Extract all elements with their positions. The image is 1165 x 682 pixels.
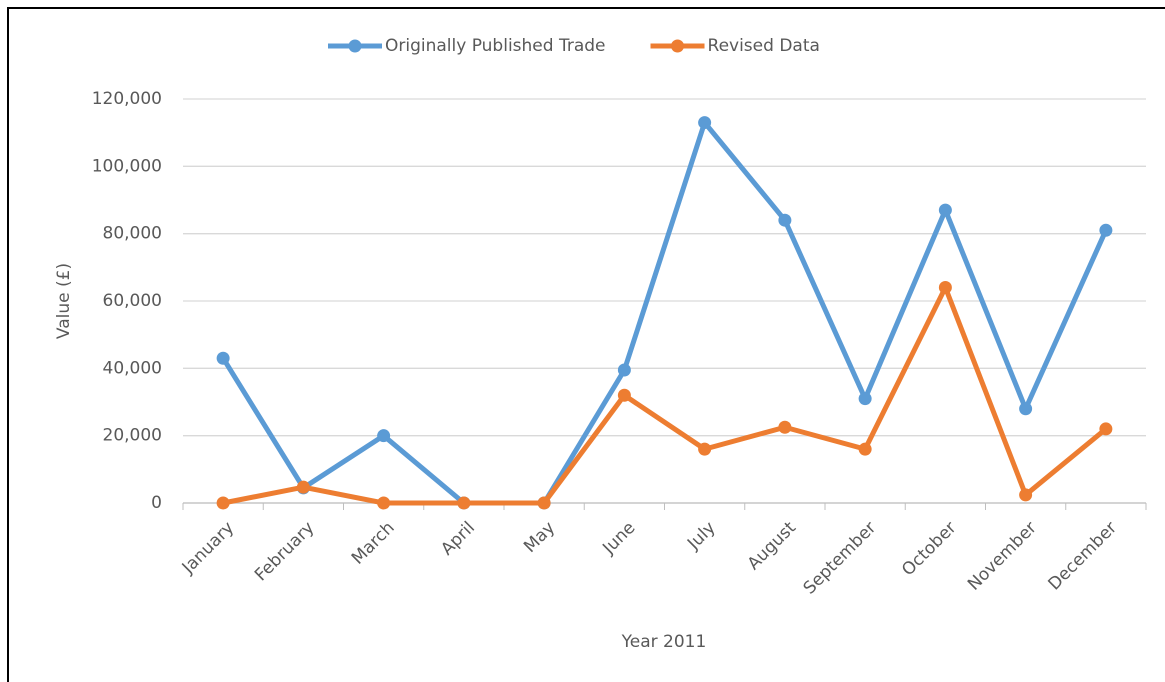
point bbox=[296, 480, 310, 494]
x-tick-label: December bbox=[1044, 518, 1120, 594]
x-tick-label: July bbox=[683, 518, 719, 554]
y-tick-label: 80,000 bbox=[103, 224, 162, 244]
y-tick-label: 120,000 bbox=[92, 89, 162, 109]
y-tick-label: 100,000 bbox=[92, 156, 162, 176]
point bbox=[698, 116, 712, 130]
point bbox=[537, 496, 551, 510]
x-axis-title: Year 2011 bbox=[621, 632, 707, 652]
x-tick-label: September bbox=[800, 518, 881, 599]
legend-marker bbox=[348, 39, 362, 53]
y-tick-label: 0 bbox=[151, 493, 162, 513]
x-tick-label: November bbox=[964, 518, 1041, 595]
point bbox=[1099, 223, 1113, 237]
y-axis-title: Value (£) bbox=[54, 263, 74, 339]
point bbox=[1099, 422, 1113, 436]
x-tick-label: October bbox=[898, 518, 960, 580]
x-tick-label: March bbox=[348, 518, 399, 569]
point bbox=[1019, 402, 1033, 416]
point bbox=[778, 213, 792, 227]
point bbox=[858, 442, 872, 456]
y-tick-label: 20,000 bbox=[103, 426, 162, 446]
point bbox=[938, 203, 952, 217]
legend-label: Originally Published Trade bbox=[385, 36, 606, 56]
x-tick-label: June bbox=[598, 518, 639, 559]
point bbox=[216, 496, 230, 510]
y-tick-label: 40,000 bbox=[103, 358, 162, 378]
y-tick-label: 60,000 bbox=[103, 291, 162, 311]
point bbox=[457, 496, 471, 510]
series-line bbox=[220, 120, 1109, 506]
x-tick-label: April bbox=[437, 518, 479, 560]
x-tick-label: January bbox=[178, 518, 238, 578]
x-tick-label: August bbox=[744, 518, 800, 574]
legend-marker bbox=[671, 39, 685, 53]
point bbox=[377, 496, 391, 510]
point bbox=[698, 442, 712, 456]
point bbox=[377, 429, 391, 443]
point bbox=[216, 351, 230, 365]
point bbox=[617, 388, 631, 402]
x-tick-label: May bbox=[520, 518, 559, 557]
legend-label: Revised Data bbox=[708, 36, 820, 56]
point bbox=[1019, 488, 1033, 502]
point bbox=[778, 420, 792, 434]
point bbox=[938, 281, 952, 295]
x-tick-label: February bbox=[251, 518, 318, 585]
frame bbox=[7, 7, 1165, 682]
series-line bbox=[222, 285, 1108, 506]
point bbox=[617, 363, 631, 377]
point bbox=[858, 392, 872, 406]
